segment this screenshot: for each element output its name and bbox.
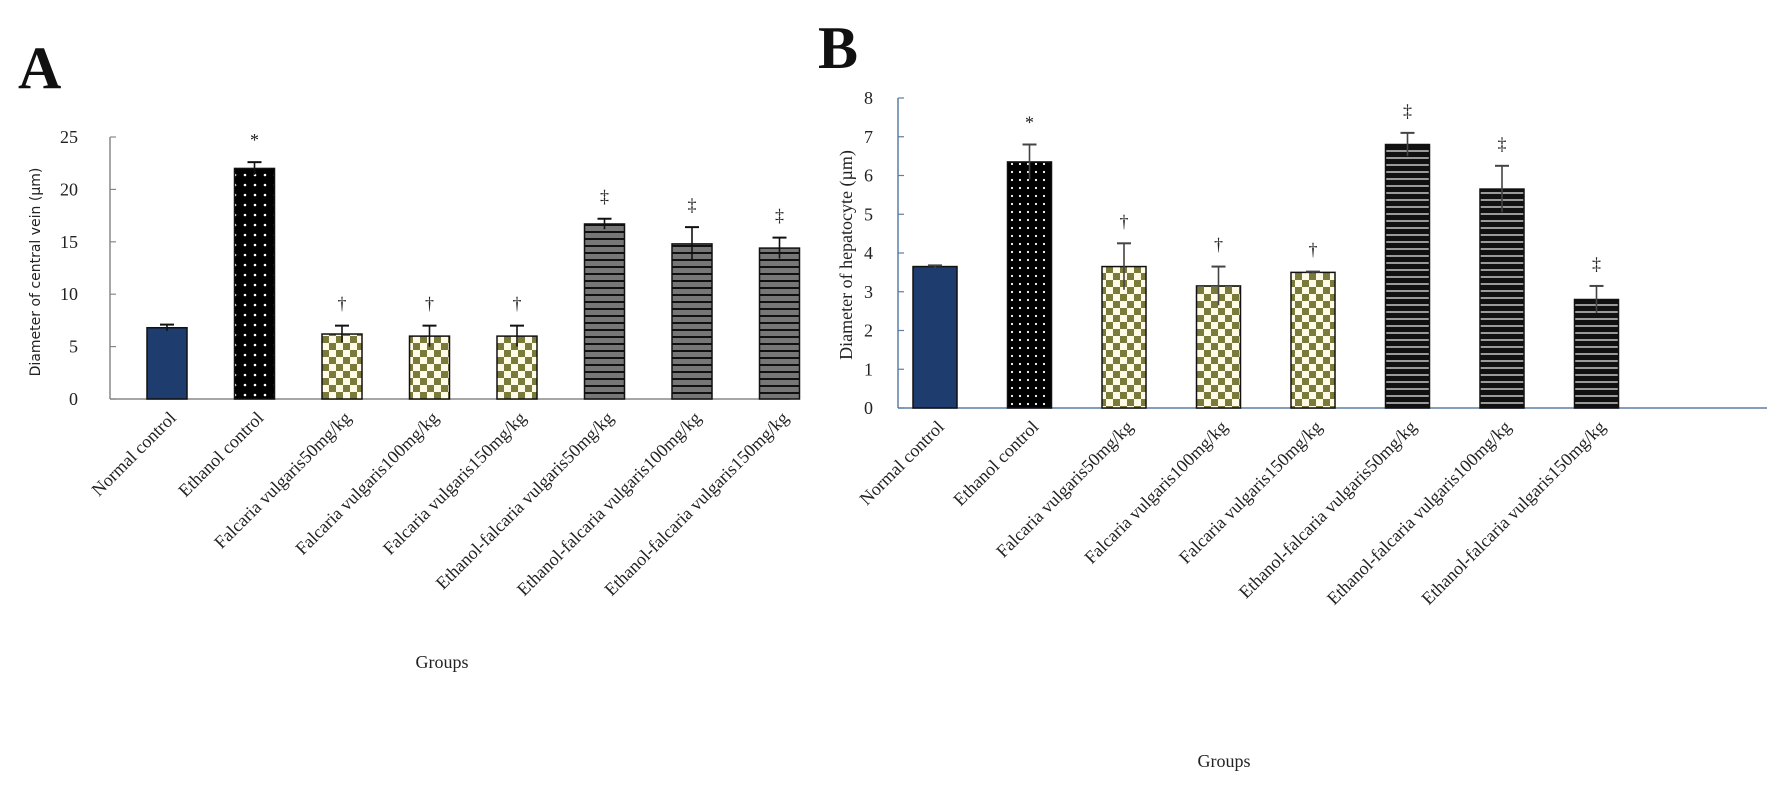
significance-marker: ‡	[600, 187, 609, 207]
y-tick-label: 10	[60, 284, 78, 304]
y-tick-label: 1	[864, 359, 873, 379]
significance-marker: *	[1025, 113, 1034, 133]
category-label: Normal control	[856, 417, 948, 509]
y-tick-label: 25	[60, 127, 78, 147]
category-label: Ethanol-falcaria vulgaris100mg/kg	[513, 408, 705, 600]
panel-b: B 0 1 2 3 4 5 6 7 8 Normal control * Ethanol contr…	[818, 15, 1767, 771]
significance-marker: ‡	[1592, 254, 1601, 274]
panel-letter-b: B	[818, 15, 858, 81]
bar	[671, 243, 713, 400]
bar	[408, 335, 451, 400]
panel-letter-a: A	[18, 35, 61, 101]
y-tick-label: 0	[69, 389, 78, 409]
bar	[583, 223, 626, 400]
significance-marker: †	[1120, 211, 1129, 231]
panel-b-bars	[912, 131, 1620, 409]
category-label: Ethanol-falcaria vulgaris150mg/kg	[600, 408, 792, 600]
bar	[912, 265, 958, 409]
significance-marker: ‡	[1403, 101, 1412, 121]
y-tick-label: 6	[864, 166, 873, 186]
category-label: Ethanol-falcaria vulgaris50mg/kg	[1235, 417, 1421, 603]
y-tick-label: 20	[60, 179, 78, 199]
y-tick-label: 7	[864, 127, 873, 147]
significance-marker: †	[513, 294, 522, 314]
significance-marker: †	[1214, 235, 1223, 255]
y-tick-label: 2	[864, 321, 873, 341]
bar	[146, 326, 188, 400]
y-tick-label: 5	[69, 337, 78, 357]
category-label: Ethanol-falcaria vulgaris50mg/kg	[432, 408, 618, 594]
bar	[1384, 143, 1431, 409]
bar	[1006, 161, 1053, 409]
category-label: Falcaria vulgaris100mg/kg	[291, 408, 442, 559]
y-tick-label: 4	[864, 243, 873, 263]
significance-marker: ‡	[688, 195, 697, 215]
y-tick-label: 3	[864, 282, 873, 302]
bar	[233, 167, 276, 400]
category-label: Ethanol-falcaria vulgaris100mg/kg	[1323, 417, 1515, 609]
category-label: Ethanol-falcaria vulgaris150mg/kg	[1417, 417, 1609, 609]
significance-marker: ‡	[1498, 134, 1507, 154]
significance-marker: †	[1309, 240, 1318, 260]
y-axis-title-b: Diameter of hepatocyte (µm)	[836, 150, 857, 360]
bar	[1290, 271, 1336, 409]
y-tick-label: 0	[864, 398, 873, 418]
y-tick-label: 8	[864, 88, 873, 108]
significance-marker: †	[338, 294, 347, 314]
x-axis-title-a: Groups	[416, 652, 469, 672]
bar	[1195, 285, 1242, 409]
panel-a: A 0 5 10 15 20 25 Normal control * Ethanol cont…	[18, 35, 801, 672]
category-label: Ethanol control	[174, 408, 267, 501]
category-label: Ethanol control	[949, 417, 1042, 510]
bar	[1479, 188, 1525, 409]
y-axis-title-a: Diameter of central vein (µm)	[28, 168, 44, 377]
panel-a-bars	[146, 161, 801, 400]
bar	[1573, 298, 1620, 409]
significance-marker: *	[250, 130, 259, 150]
x-axis-title-b: Groups	[1198, 751, 1251, 771]
y-tick-label: 15	[60, 232, 78, 252]
significance-marker: †	[425, 294, 434, 314]
category-label: Falcaria vulgaris150mg/kg	[379, 408, 530, 559]
significance-marker: ‡	[775, 206, 784, 226]
bar	[758, 247, 801, 400]
y-tick-label: 5	[864, 204, 873, 224]
bar	[1101, 265, 1147, 409]
category-label: Normal control	[88, 408, 180, 500]
bar	[321, 333, 363, 400]
